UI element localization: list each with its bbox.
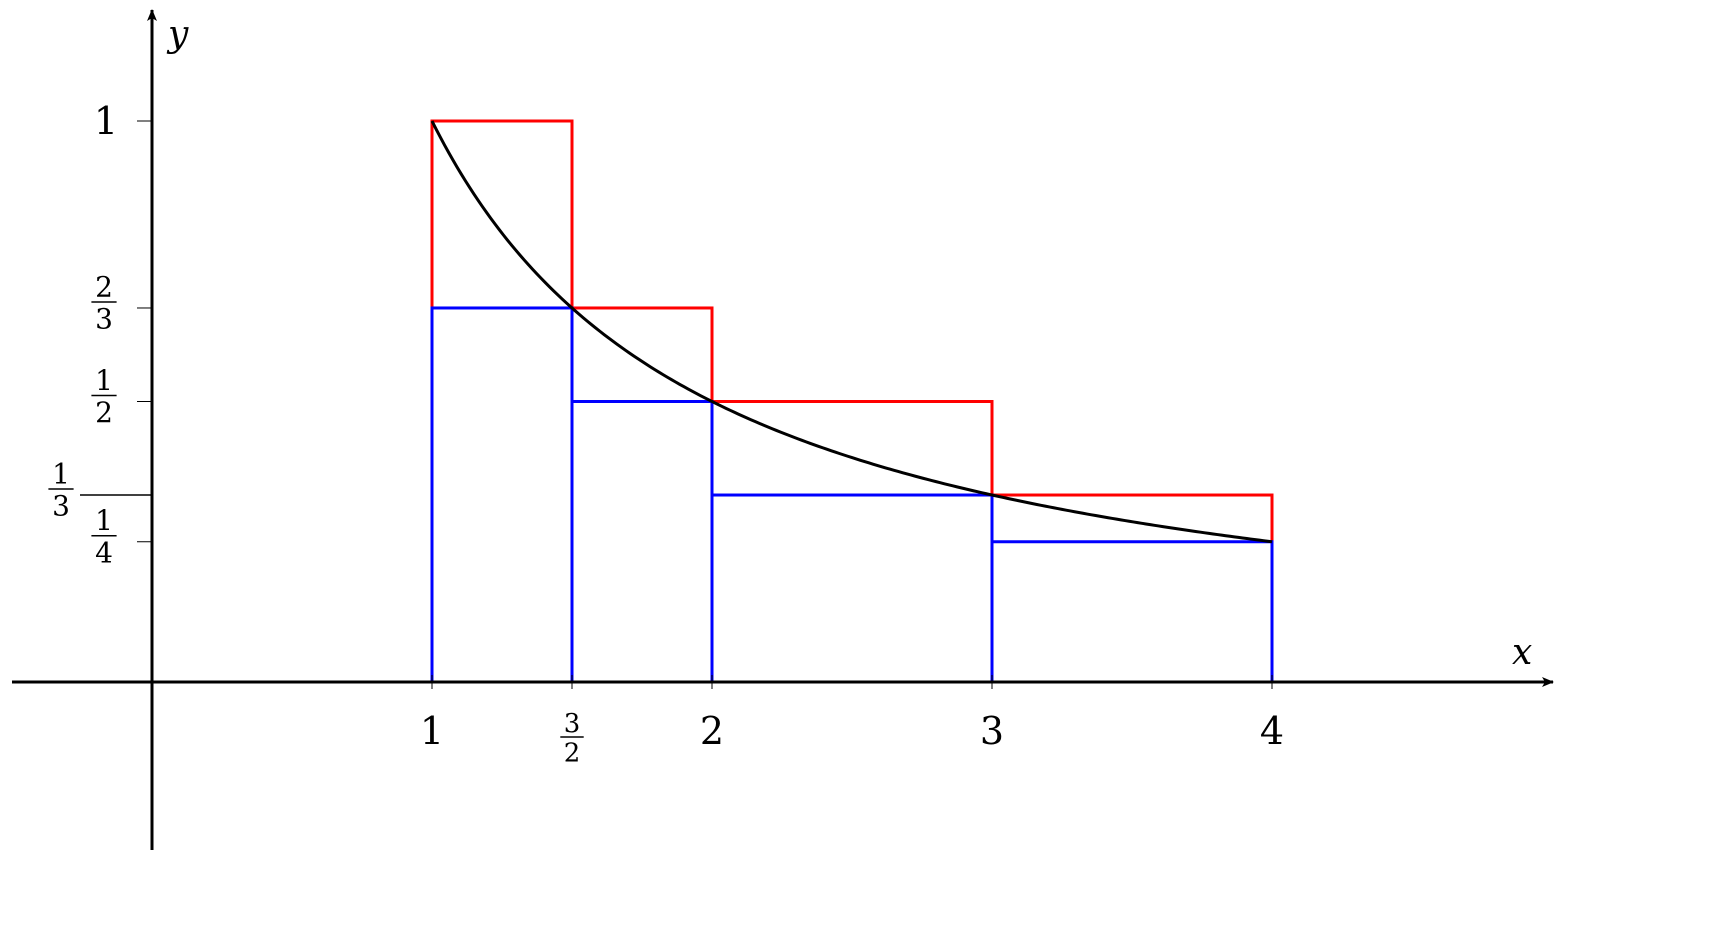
curve-reciprocal xyxy=(430,120,1273,544)
x-tick-label-numerator: 3 xyxy=(564,709,581,739)
x-tick-label: 1 xyxy=(420,709,444,753)
y-marker-label-numerator: 1 xyxy=(52,457,70,490)
y-tick-label: 12 xyxy=(91,364,117,429)
y-tick-label-numerator: 2 xyxy=(95,270,113,303)
x-tick-label: 4 xyxy=(1260,709,1284,753)
upper-rectangles-2 xyxy=(570,306,714,684)
y-tick-label: 23 xyxy=(91,270,117,336)
x-tick-label-denominator: 2 xyxy=(564,739,581,769)
lower-rectangles-2 xyxy=(570,400,714,684)
y-tick-label-numerator: 1 xyxy=(95,364,113,397)
y-tick-label-denominator: 4 xyxy=(95,536,113,569)
x-axis-label: x xyxy=(1512,632,1532,673)
y-marker-label-denominator: 3 xyxy=(52,490,70,523)
lower-rectangles-3 xyxy=(710,493,994,684)
x-tick-label: 2 xyxy=(700,709,724,753)
y-tick-label-denominator: 3 xyxy=(95,303,113,336)
lower-rectangles-4 xyxy=(990,540,1274,684)
y-tick-label: 1 xyxy=(94,99,118,143)
x-tick-label: 3 xyxy=(980,709,1004,753)
curve-layer xyxy=(430,120,1273,544)
upper-rectangles-3 xyxy=(710,400,994,684)
y-marker-label: 13 xyxy=(48,457,74,523)
y-axis-label: y xyxy=(166,14,189,55)
y-tick-label: 14 xyxy=(91,504,117,569)
y-tick-label-numerator: 1 xyxy=(95,504,113,537)
x-tick-label: 32 xyxy=(560,709,584,769)
axes-layer: x y xyxy=(12,9,1554,850)
y-tick-label-denominator: 2 xyxy=(95,396,113,429)
upper-rectangles-1 xyxy=(430,119,574,684)
lower-rectangles-1 xyxy=(430,306,574,684)
rectangles-layer xyxy=(430,119,1274,684)
